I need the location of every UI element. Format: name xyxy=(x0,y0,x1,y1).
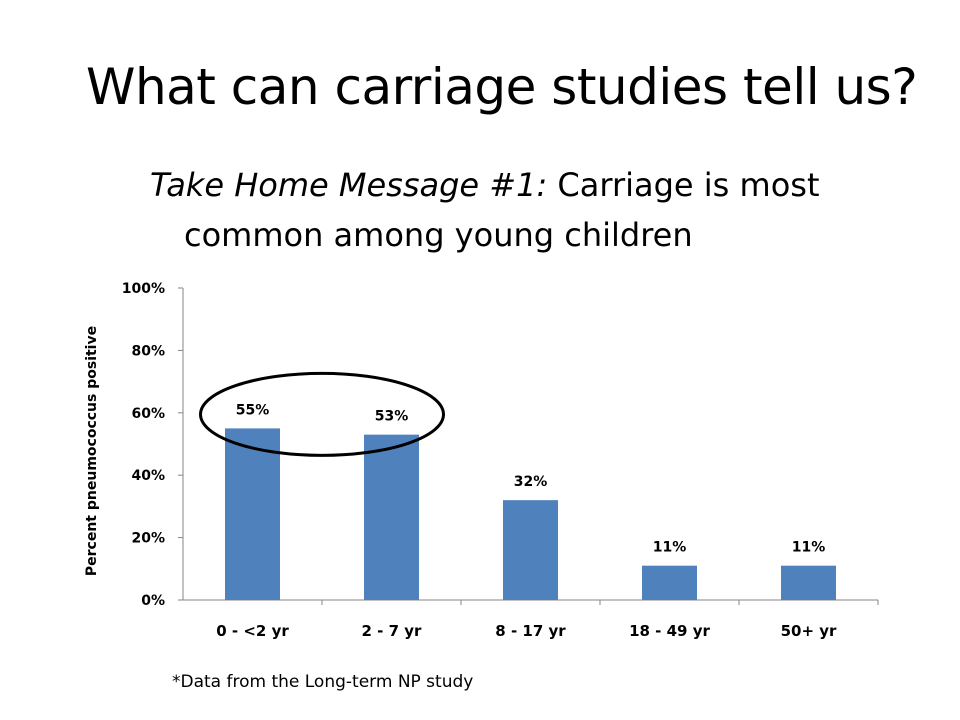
y-tick-label: 40% xyxy=(131,468,165,484)
y-tick-label: 80% xyxy=(131,343,165,359)
y-axis-title: Percent pneumococcus positive xyxy=(84,326,100,576)
data-label: 55% xyxy=(236,402,270,418)
message-prefix: Take Home Message #1: xyxy=(150,166,548,204)
footnote: *Data from the Long-term NP study xyxy=(172,672,474,692)
take-home-message: Take Home Message #1: Carriage is most co… xyxy=(150,160,910,260)
y-tick-label: 0% xyxy=(141,593,165,609)
data-label: 11% xyxy=(653,540,687,556)
bar xyxy=(364,434,419,600)
data-label: 32% xyxy=(514,474,548,490)
x-tick-label: 8 - 17 yr xyxy=(495,622,566,640)
y-tick-label: 100% xyxy=(122,281,165,297)
bar xyxy=(503,500,558,600)
message-line-1: Carriage is most xyxy=(547,166,820,204)
x-tick-label: 2 - 7 yr xyxy=(362,622,423,640)
message-line-2: common among young children xyxy=(184,216,693,254)
x-tick-label: 18 - 49 yr xyxy=(629,622,710,640)
x-tick-label: 0 - <2 yr xyxy=(216,622,289,640)
y-tick-label: 20% xyxy=(131,531,165,547)
bar xyxy=(642,565,697,600)
x-tick-label: 50+ yr xyxy=(781,622,837,640)
bar xyxy=(225,428,280,600)
y-tick-label: 60% xyxy=(131,406,165,422)
data-label: 53% xyxy=(375,409,409,425)
slide-title: What can carriage studies tell us? xyxy=(86,58,918,116)
highlight-ellipse xyxy=(199,371,445,457)
data-label: 11% xyxy=(792,540,826,556)
bar xyxy=(781,565,836,600)
